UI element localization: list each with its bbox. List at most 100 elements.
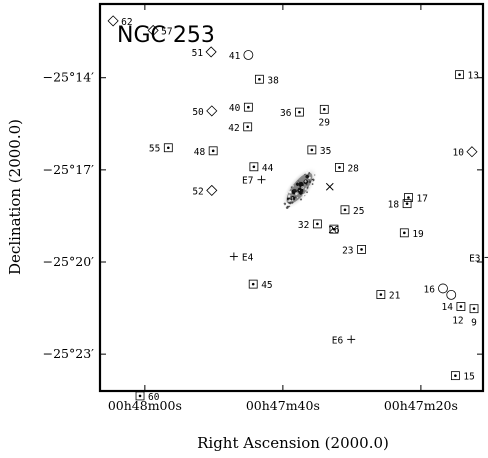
- galaxy-speckle: [288, 194, 291, 197]
- x-tick-label: 00h48m00s: [108, 398, 182, 413]
- chart-title: NGC 253: [117, 23, 215, 48]
- source-label: 62: [121, 17, 132, 28]
- galaxy-speckle: [311, 183, 314, 186]
- galaxy-speckle: [292, 189, 296, 192]
- galaxy-speckle: [291, 201, 294, 204]
- source-label: 17: [416, 194, 427, 205]
- source-label: 26: [328, 225, 340, 236]
- galaxy-speckle: [285, 192, 288, 195]
- galaxy-speckle: [299, 181, 301, 184]
- galaxy-speckle: [299, 198, 303, 201]
- galaxy-speckle: [307, 173, 309, 175]
- galaxy-speckle: [302, 194, 304, 196]
- source-label: 51: [192, 48, 204, 59]
- source-label: 55: [149, 144, 160, 155]
- source-label: 41: [229, 51, 241, 62]
- galaxy-speckle: [290, 196, 292, 199]
- source-marker-15: 15: [450, 371, 475, 383]
- source-marker-12: 12: [452, 302, 466, 327]
- source-marker-16: 16: [424, 283, 448, 295]
- galaxy-speckle: [304, 180, 307, 183]
- source-label: 44: [262, 163, 274, 174]
- x-tick-label: 00h47m20s: [384, 398, 458, 413]
- source-label: 23: [342, 245, 353, 256]
- galaxy-speckle: [298, 190, 300, 192]
- galaxy-speckle: [297, 197, 299, 199]
- source-label: 50: [192, 107, 204, 118]
- source-marker-48: 48: [194, 146, 218, 158]
- galaxy-speckle: [292, 185, 295, 187]
- galaxy-knot-3: [298, 181, 304, 188]
- source-marker-13: 13: [455, 70, 479, 82]
- source-marker-9: 9: [469, 304, 479, 329]
- x-tick-label: 00h47m40s: [246, 398, 320, 413]
- source-marker-51: 51: [192, 46, 217, 59]
- source-marker-62: 62: [107, 15, 133, 28]
- source-marker-50: 50: [192, 105, 218, 118]
- galaxy-speckle: [285, 206, 289, 209]
- galaxy-speckle: [306, 187, 309, 189]
- y-tick-label: −25°23′: [43, 346, 95, 361]
- galaxy-speckle: [308, 185, 311, 187]
- galaxy-speckle: [308, 177, 311, 180]
- galaxy-speckle: [288, 199, 291, 203]
- source-label: 19: [412, 229, 424, 240]
- source-label: 52: [192, 186, 203, 197]
- source-marker-E4: E4: [229, 252, 254, 263]
- galaxy-speckle: [304, 173, 306, 176]
- source-label: 29: [319, 117, 331, 128]
- source-marker-41: 41: [229, 50, 254, 62]
- source-label: 38: [267, 75, 279, 86]
- source-label: 21: [389, 291, 401, 302]
- source-label: 28: [347, 163, 359, 174]
- source-label: 13: [468, 71, 479, 82]
- galaxy-speckle: [290, 186, 293, 188]
- galaxy-speckle: [308, 180, 312, 184]
- y-tick-label: −25°14′: [43, 70, 95, 85]
- galaxy-speckle: [288, 201, 292, 205]
- source-label: 18: [388, 200, 400, 211]
- source-label: E7: [242, 176, 253, 187]
- source-label: 10: [453, 148, 465, 159]
- galaxy-speckle: [305, 176, 308, 178]
- galaxy-speckle: [314, 174, 316, 176]
- source-marker-32: 32: [298, 219, 322, 231]
- galaxy-speckle: [291, 199, 294, 202]
- source-marker-23: 23: [342, 245, 366, 256]
- galaxy-speckle: [282, 203, 285, 206]
- galaxy-speckle: [301, 186, 303, 188]
- source-label: 57: [161, 26, 172, 37]
- source-label: 60: [148, 392, 160, 403]
- galaxy-speckle: [291, 197, 294, 199]
- source-marker-44: 44: [249, 162, 274, 174]
- source-marker-E7: E7: [242, 175, 266, 187]
- galaxy-image: [281, 166, 318, 210]
- source-label: 9: [471, 318, 477, 329]
- galaxy-speckle: [297, 183, 299, 186]
- source-label: 42: [228, 123, 239, 134]
- source-marker-40: 40: [229, 102, 253, 114]
- galaxy-speckle: [304, 187, 307, 191]
- source-marker-17: 17: [404, 193, 428, 205]
- source-marker-28: 28: [335, 162, 359, 174]
- source-label: 25: [353, 206, 364, 217]
- galaxy-speckle: [305, 186, 307, 188]
- source-marker-36: 36: [280, 107, 304, 119]
- plot-frame: [98, 2, 485, 393]
- source-marker-10: 10: [453, 146, 478, 159]
- source-marker-18: 18: [388, 199, 412, 211]
- galaxy-speckle: [297, 180, 299, 182]
- source-label: 32: [298, 220, 309, 231]
- galaxy-speckle: [295, 192, 298, 196]
- galaxy-speckle: [305, 169, 307, 172]
- source-label: 45: [261, 280, 272, 291]
- source-label: 16: [424, 284, 436, 295]
- galaxy-speckle: [301, 190, 304, 193]
- y-tick-label: −25°20′: [43, 254, 95, 269]
- source-marker-38: 38: [255, 74, 279, 86]
- y-axis-label: Declination (2000.0): [6, 119, 24, 275]
- galaxy-speckle: [288, 204, 290, 207]
- source-label: 35: [320, 146, 331, 157]
- galaxy-speckle: [307, 169, 311, 172]
